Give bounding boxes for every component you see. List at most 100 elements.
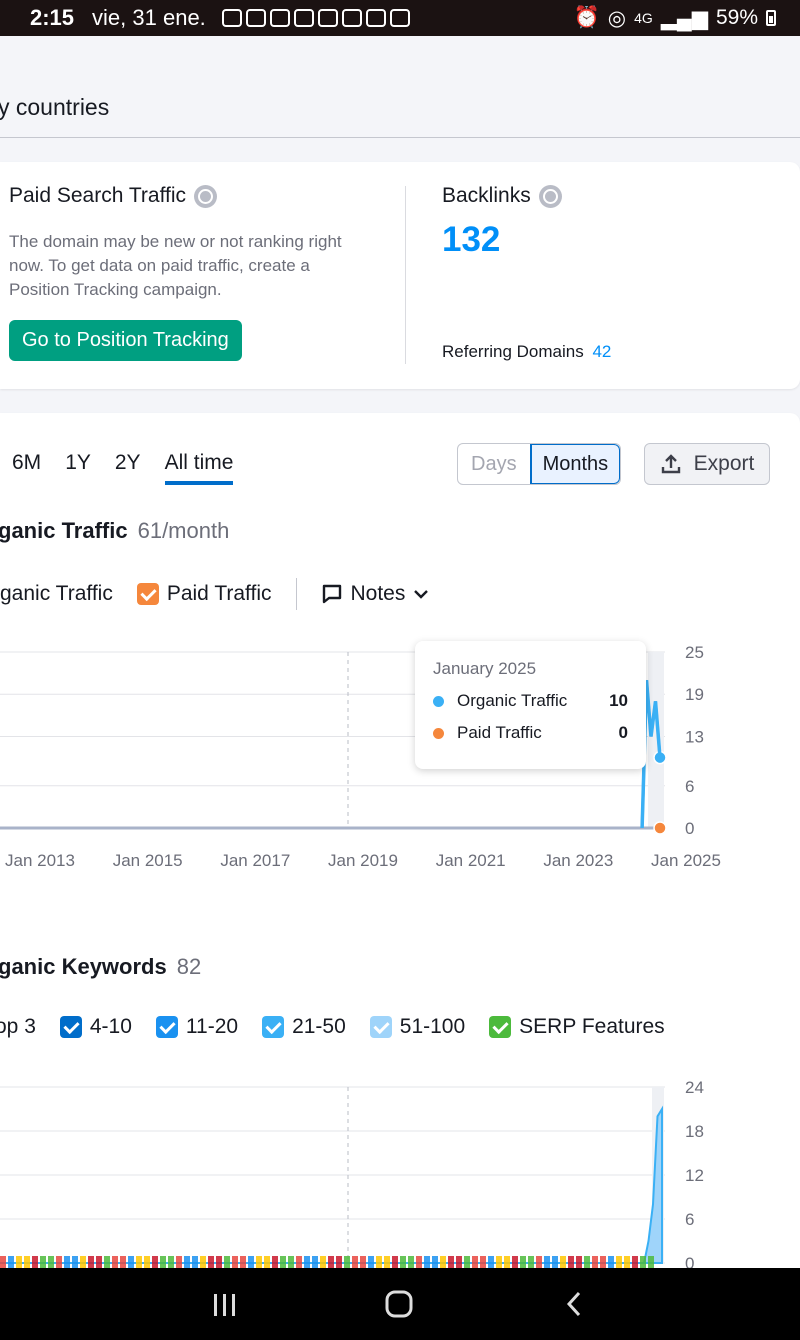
referring-domains-value[interactable]: 42 [592, 342, 612, 361]
status-date: vie, 31 ene. [92, 5, 206, 30]
serp-feature-marker [488, 1256, 494, 1268]
paid-search-description: The domain may be new or not ranking rig… [9, 232, 342, 299]
legend-51-100-label: 51-100 [399, 1015, 466, 1038]
checkbox-icon[interactable] [262, 1016, 285, 1038]
legend-4-10[interactable]: 4-10 [59, 1015, 132, 1039]
home-icon[interactable] [385, 1290, 413, 1323]
hover-band [648, 652, 664, 828]
granularity-toggle: Days Months [457, 443, 622, 485]
serp-feature-marker [576, 1256, 582, 1268]
legend-11-20[interactable]: 11-20 [155, 1015, 238, 1039]
range-1y[interactable]: 1Y [65, 451, 91, 474]
serp-feature-marker [440, 1256, 446, 1268]
x-tick-label: Jan 2017 [220, 851, 290, 870]
upload-icon [661, 454, 680, 474]
serp-feature-marker [536, 1256, 542, 1268]
checkbox-icon[interactable] [369, 1016, 392, 1038]
youtube-icon [221, 9, 242, 27]
notification-icons [221, 9, 410, 27]
backlinks-section: Backlinks 132 Referring Domains 42 [442, 184, 772, 374]
gallery-icon [365, 9, 386, 27]
back-icon[interactable] [564, 1290, 584, 1323]
tooltip-title: January 2025 [433, 659, 537, 678]
range-2y[interactable]: 2Y [114, 451, 141, 474]
paid-search-title: Paid Search Traffic [9, 184, 187, 207]
serp-feature-marker [296, 1256, 302, 1268]
months-button[interactable]: Months [529, 444, 621, 484]
translate-icon [389, 9, 410, 27]
serp-feature-marker [176, 1256, 182, 1268]
paid-search-title-row: Paid Search Traffic [9, 184, 369, 208]
serp-feature-marker [336, 1256, 342, 1268]
youtube-icon [341, 9, 362, 27]
organic-traffic-title: ganic Traffic [0, 518, 128, 543]
serp-feature-marker [512, 1256, 518, 1268]
serp-feature-marker [496, 1256, 502, 1268]
serp-feature-marker [616, 1256, 622, 1268]
legend-top3[interactable]: op 3 [0, 1015, 36, 1039]
organic-keywords-chart[interactable]: 24 18 12 6 0 [0, 1075, 800, 1268]
serp-feature-marker [16, 1256, 22, 1268]
serp-feature-marker [240, 1256, 246, 1268]
serp-feature-marker [408, 1256, 414, 1268]
tooltip-paid-label: Paid Traffic [457, 723, 542, 742]
serp-feature-marker [0, 1256, 6, 1268]
serp-feature-marker [24, 1256, 30, 1268]
organic-dot-icon [433, 695, 444, 707]
recents-icon[interactable] [212, 1292, 238, 1323]
serp-feature-marker [384, 1256, 390, 1268]
serp-feature-marker [648, 1256, 654, 1268]
serp-feature-marker [144, 1256, 150, 1268]
serp-feature-marker [232, 1256, 238, 1268]
export-button[interactable]: Export [644, 443, 770, 485]
serp-feature-marker [272, 1256, 278, 1268]
serp-feature-marker [216, 1256, 222, 1268]
legend-serp-label: SERP Features [519, 1015, 665, 1038]
page-title: y countries [0, 94, 110, 120]
serp-feature-marker [40, 1256, 46, 1268]
globe-icon[interactable] [194, 184, 218, 208]
globe-icon[interactable] [538, 184, 562, 208]
organic-traffic-chart[interactable]: 25 19 13 6 0 Jan 2013 Jan 2015 Jan 2017 Jan 2019… [0, 640, 800, 880]
y-tick-label: 12 [685, 1166, 704, 1185]
checkbox-icon[interactable] [155, 1016, 178, 1038]
serp-feature-marker [624, 1256, 630, 1268]
notes-dropdown[interactable]: Notes [295, 578, 430, 610]
serp-feature-marker [400, 1256, 406, 1268]
y-tick-label: 13 [685, 727, 704, 746]
serp-feature-marker [312, 1256, 318, 1268]
legend-paid-traffic[interactable]: Paid Traffic [136, 582, 272, 606]
legend-serp-features[interactable]: SERP Features [489, 1015, 665, 1039]
legend-organic-traffic[interactable]: rganic Traffic [0, 582, 113, 606]
data-point-paid-traffic [653, 821, 667, 835]
serp-feature-marker [120, 1256, 126, 1268]
go-to-position-tracking-button[interactable]: Go to Position Tracking [9, 320, 242, 361]
serp-feature-marker [304, 1256, 310, 1268]
checkbox-icon[interactable] [489, 1016, 512, 1038]
serp-feature-marker [152, 1256, 158, 1268]
serp-feature-marker [200, 1256, 206, 1268]
paid-dot-icon [433, 727, 444, 739]
x-tick-label: Jan 2021 [436, 851, 506, 870]
range-all-time[interactable]: All time [164, 451, 234, 485]
serp-feature-marker [600, 1256, 606, 1268]
legend-51-100[interactable]: 51-100 [369, 1015, 466, 1039]
organic-traffic-heading: ganic Traffic 61/month [0, 518, 229, 544]
y-tick-label: 19 [685, 685, 704, 704]
checkbox-icon[interactable] [59, 1016, 82, 1038]
range-6m[interactable]: 6M [12, 451, 42, 474]
serp-feature-marker [544, 1256, 550, 1268]
serp-feature-marker [184, 1256, 190, 1268]
serp-feature-marker [472, 1256, 478, 1268]
days-button[interactable]: Days [471, 453, 517, 475]
serp-feature-marker [88, 1256, 94, 1268]
legend-21-50[interactable]: 21-50 [262, 1015, 346, 1039]
legend-organic-label: rganic Traffic [0, 582, 113, 605]
y-tick-label: 18 [685, 1122, 704, 1141]
serp-feature-marker [32, 1256, 38, 1268]
keywords-legend: op 3 4-10 11-20 21-50 51-100 SERP Featur… [0, 1015, 665, 1039]
backlinks-title-row: Backlinks [442, 184, 772, 208]
legend-4-10-label: 4-10 [89, 1015, 132, 1038]
backlinks-value[interactable]: 132 [442, 220, 501, 259]
checkbox-icon[interactable] [136, 583, 159, 605]
